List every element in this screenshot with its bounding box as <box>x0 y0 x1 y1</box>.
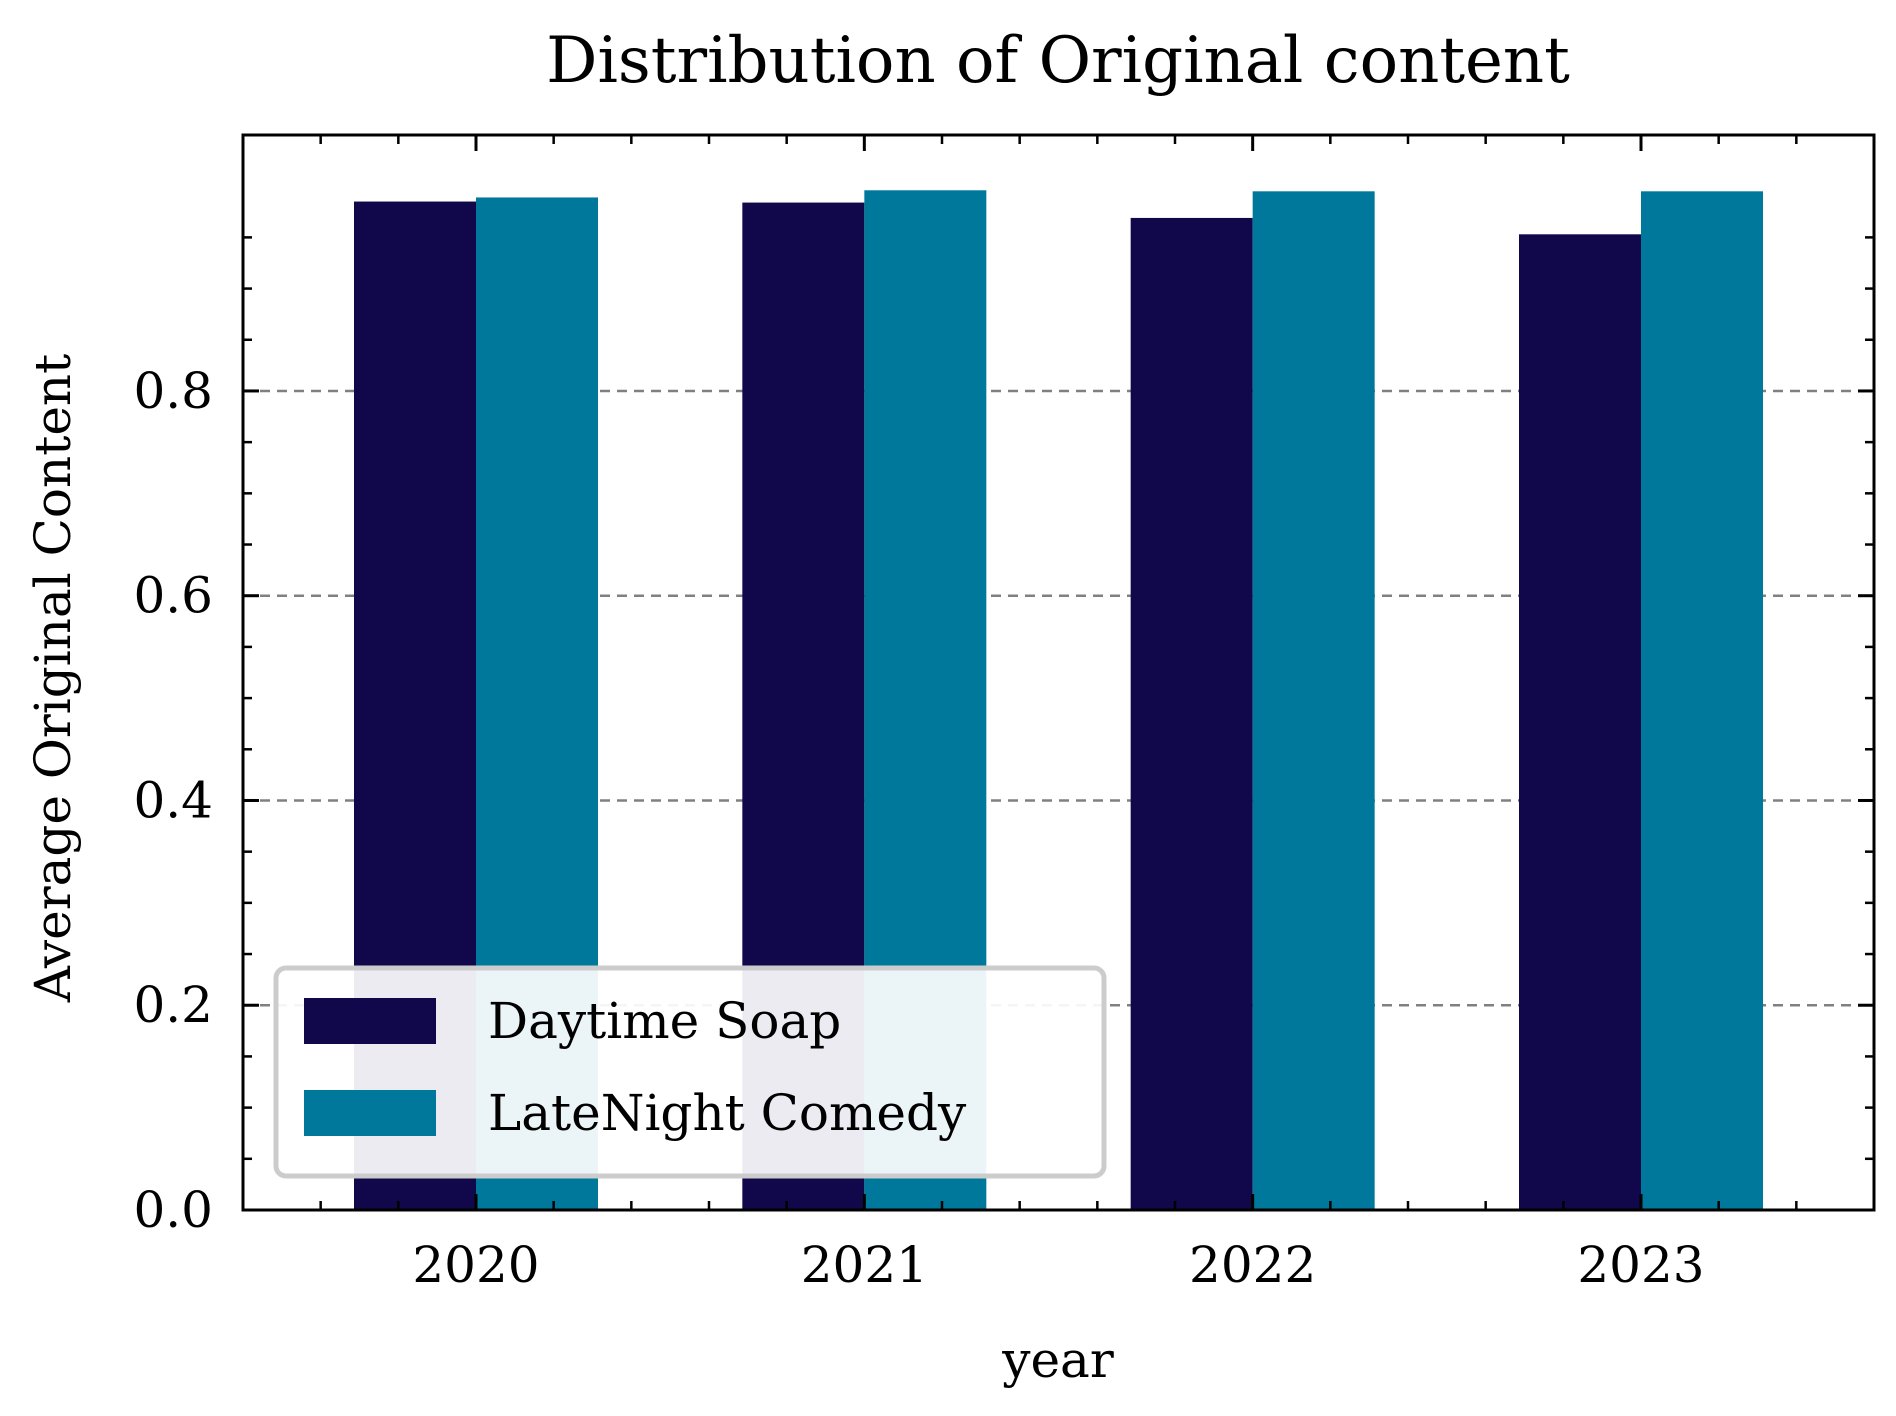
bar-daytime-soap-2022 <box>1130 217 1253 1210</box>
legend-swatch <box>304 1090 436 1136</box>
x-tick-label: 2020 <box>412 1236 539 1294</box>
y-tick-label: 0.6 <box>133 567 213 625</box>
x-tick-label: 2023 <box>1577 1236 1704 1294</box>
legend: Daytime Soap LateNight Comedy <box>273 965 1107 1179</box>
bar-latenight-comedy-2023 <box>1641 191 1763 1211</box>
plot-frame <box>241 133 1876 1212</box>
legend-box <box>273 965 1107 1179</box>
y-tick-label: 0.4 <box>133 771 213 829</box>
legend-swatch <box>304 998 436 1044</box>
x-tick-labels: 2020 2021 2022 2023 <box>412 1236 1704 1294</box>
y-tick-label: 0.2 <box>133 976 213 1034</box>
bar-latenight-comedy-2022 <box>1252 191 1375 1211</box>
y-tick-label: 0.8 <box>133 362 213 420</box>
legend-label: LateNight Comedy <box>488 1084 967 1142</box>
y-tick-label: 0.0 <box>133 1181 213 1239</box>
bar-daytime-soap-2023 <box>1519 234 1641 1211</box>
x-tick-label: 2021 <box>801 1236 928 1294</box>
legend-label: Daytime Soap <box>488 992 841 1050</box>
x-tick-label: 2022 <box>1189 1236 1316 1294</box>
x-axis-label: year <box>1001 1331 1114 1389</box>
y-axis-label: Average Original Content <box>24 354 82 1003</box>
y-tick-labels: 0.0 0.2 0.4 0.6 0.8 <box>133 362 213 1239</box>
chart-title: Distribution of Original content <box>546 24 1570 98</box>
